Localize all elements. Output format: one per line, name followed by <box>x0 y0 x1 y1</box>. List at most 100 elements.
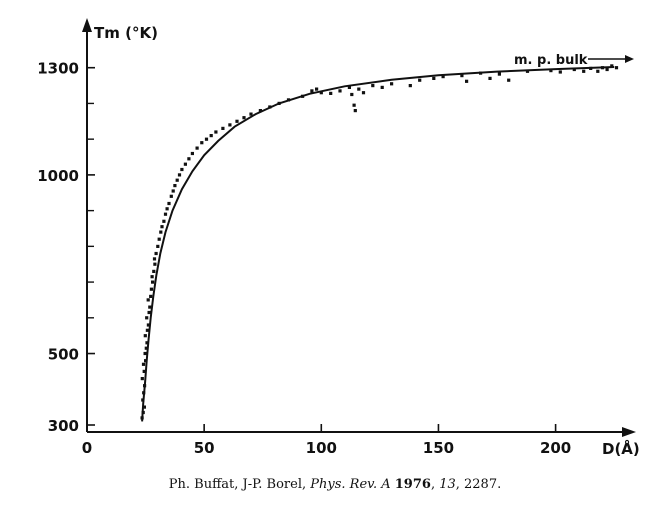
data-point <box>183 162 187 166</box>
data-point <box>497 72 501 76</box>
data-point <box>558 70 562 74</box>
y-tick-label: 1300 <box>37 60 79 78</box>
data-point <box>589 66 593 70</box>
data-point <box>350 92 354 97</box>
data-point <box>549 69 553 73</box>
data-point <box>152 269 156 273</box>
data-point <box>145 328 149 332</box>
axis-ticks <box>87 66 557 432</box>
data-point <box>173 184 177 188</box>
data-point <box>488 76 492 80</box>
citation-journal: Phys. Rev. A <box>310 477 391 492</box>
data-point <box>165 207 169 211</box>
data-point <box>605 67 609 72</box>
data-point <box>150 275 154 279</box>
data-point <box>479 71 483 75</box>
y-axis-label: Tm (°K) <box>94 24 158 42</box>
data-point <box>286 98 291 102</box>
data-point <box>408 84 412 88</box>
data-point <box>525 69 530 73</box>
data-point <box>143 351 147 356</box>
data-point <box>353 109 357 113</box>
data-point <box>157 237 161 241</box>
data-point <box>228 123 232 127</box>
data-point <box>149 294 153 298</box>
data-point <box>258 109 262 113</box>
bulk-mp-arrowhead <box>625 55 634 63</box>
data-point <box>153 262 157 266</box>
data-point <box>171 189 175 193</box>
data-point <box>268 105 272 109</box>
data-point <box>141 410 145 415</box>
data-point <box>190 151 194 156</box>
data-point <box>144 359 148 363</box>
data-point <box>235 119 239 123</box>
data-point <box>147 310 151 315</box>
data-point <box>507 78 511 82</box>
data-point <box>338 89 342 93</box>
data-point <box>151 280 155 284</box>
data-point <box>582 69 586 73</box>
data-point <box>209 134 213 138</box>
data-point <box>141 362 146 366</box>
data-point <box>390 82 394 86</box>
citation: Ph. Buffat, J-P. Borel, Phys. Rev. A 197… <box>168 477 502 492</box>
x-axis-arrowhead <box>622 427 636 437</box>
data-point <box>195 146 199 150</box>
data-point <box>361 91 366 95</box>
x-tick-label: 200 <box>540 439 571 457</box>
axis-tick-labels: 0 50 100 150 200 300 500 1000 1300 <box>37 60 571 457</box>
data-point <box>180 167 184 172</box>
citation-pages: 2287. <box>464 477 502 492</box>
fit-curve <box>141 66 615 422</box>
data-point <box>154 251 158 256</box>
data-point <box>465 79 469 83</box>
data-point <box>145 316 149 320</box>
data-point <box>221 126 225 130</box>
data-point <box>319 91 323 95</box>
data-point <box>142 391 146 395</box>
data-point <box>149 287 153 291</box>
data-point <box>140 377 144 381</box>
data-point <box>614 66 619 70</box>
data-point <box>315 87 319 91</box>
data-point <box>310 89 314 93</box>
data-point <box>148 305 152 309</box>
data-point <box>152 257 157 261</box>
data-point <box>177 173 182 177</box>
data-point <box>143 384 147 388</box>
data-point <box>380 85 384 89</box>
x-axis-label: D(Å) <box>602 439 640 458</box>
bulk-mp-annotation: m. p. bulk <box>514 53 588 68</box>
citation-authors: Ph. Buffat, J-P. Borel, <box>168 477 307 492</box>
data-point <box>204 137 209 141</box>
data-point <box>159 230 163 234</box>
citation-volume: 13 <box>439 477 456 492</box>
data-point <box>163 212 168 216</box>
data-point <box>460 74 464 78</box>
x-tick-label: 150 <box>423 439 454 457</box>
data-point <box>140 416 144 420</box>
data-point <box>441 75 445 79</box>
fit-curve-layer <box>141 66 615 422</box>
data-points-layer <box>140 64 619 420</box>
data-point <box>142 405 146 409</box>
data-point <box>146 298 150 302</box>
data-point <box>175 178 179 182</box>
data-point <box>144 346 148 350</box>
data-point <box>329 91 333 95</box>
data-point <box>371 84 375 88</box>
data-point <box>145 341 149 345</box>
data-point <box>141 398 145 402</box>
y-axis-arrowhead <box>82 18 92 32</box>
citation-year: 1976 <box>394 477 431 492</box>
y-tick-label: 300 <box>48 417 79 435</box>
data-point <box>277 101 281 105</box>
data-point <box>143 334 147 338</box>
data-point <box>200 141 204 145</box>
data-point <box>418 78 422 82</box>
x-tick-label: 50 <box>194 439 215 457</box>
y-tick-label: 500 <box>48 346 79 364</box>
data-point <box>600 66 605 70</box>
